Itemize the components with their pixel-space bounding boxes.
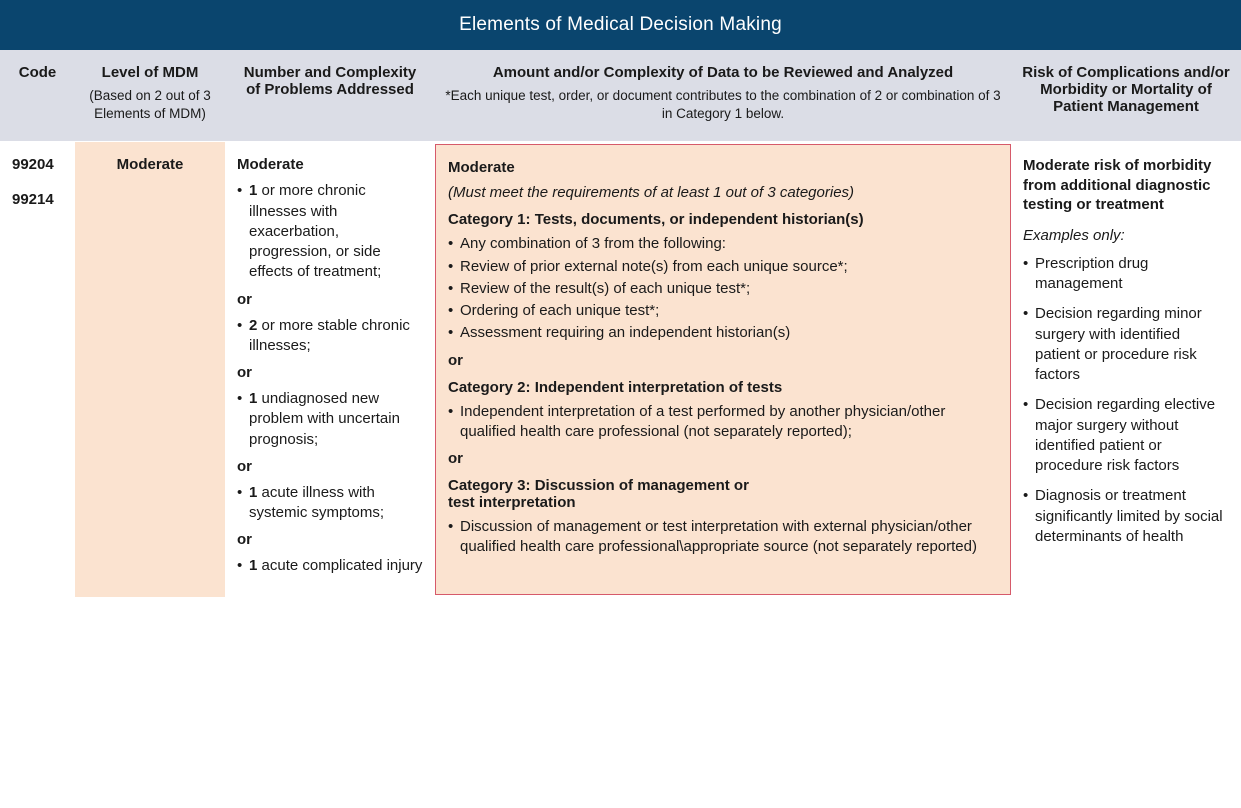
code-value: 99204 bbox=[12, 156, 63, 173]
problem-item: 1 acute illness with systemic symptoms; bbox=[237, 483, 423, 524]
risk-item: Prescription drug management bbox=[1023, 254, 1229, 295]
level-value: Moderate bbox=[87, 156, 213, 173]
risk-item: Decision regarding minor surgery with id… bbox=[1023, 304, 1229, 385]
data-cat1-item: Ordering of each unique test*; bbox=[448, 301, 998, 321]
problems-or: or bbox=[237, 364, 423, 381]
data-cat2-item: Independent interpretation of a test per… bbox=[448, 402, 998, 443]
problem-item: 1 undiagnosed new problem with uncertain… bbox=[237, 389, 423, 450]
cell-level: Moderate bbox=[75, 142, 225, 596]
problems-lead: Moderate bbox=[237, 156, 423, 173]
header-level-sub: (Based on 2 out of 3 Elements of MDM) bbox=[85, 87, 215, 123]
data-cat1-item: Any combination of 3 from the following: bbox=[448, 234, 998, 254]
cell-codes: 99204 99214 bbox=[0, 142, 75, 596]
risk-examples-label: Examples only: bbox=[1023, 227, 1229, 244]
header-data-text: Amount and/or Complexity of Data to be R… bbox=[493, 64, 953, 81]
data-or: or bbox=[448, 450, 998, 467]
data-cat2-title: Category 2: Independent interpretation o… bbox=[448, 379, 998, 396]
header-data-sub: *Each unique test, order, or document co… bbox=[445, 87, 1001, 123]
problem-item: 1 acute complicated injury bbox=[237, 556, 423, 576]
cell-data: Moderate (Must meet the requirements of … bbox=[435, 144, 1011, 594]
data-cat1-item: Review of prior external note(s) from ea… bbox=[448, 257, 998, 277]
problem-item: 2 or more stable chronic illnesses; bbox=[237, 316, 423, 357]
data-cat1-item: Assessment requiring an independent hist… bbox=[448, 323, 998, 343]
risk-lead: Moderate risk of morbidity from addition… bbox=[1023, 156, 1229, 215]
data-cat3-title: Category 3: Discussion of management or … bbox=[448, 477, 998, 511]
data-cat1-title: Category 1: Tests, documents, or indepen… bbox=[448, 211, 998, 228]
table-title: Elements of Medical Decision Making bbox=[0, 0, 1241, 50]
problems-or: or bbox=[237, 458, 423, 475]
header-risk: Risk of Complications and/or Morbidity o… bbox=[1011, 50, 1241, 141]
data-must: (Must meet the requirements of at least … bbox=[448, 184, 998, 201]
table-row: 99204 99214 Moderate Moderate 1 or more … bbox=[0, 142, 1241, 596]
problems-or: or bbox=[237, 531, 423, 548]
header-level: Level of MDM (Based on 2 out of 3 Elemen… bbox=[75, 50, 225, 141]
cell-risk: Moderate risk of morbidity from addition… bbox=[1011, 142, 1241, 596]
risk-item: Diagnosis or treatment significantly lim… bbox=[1023, 486, 1229, 547]
header-code: Code bbox=[0, 50, 75, 141]
header-problems: Number and Complexity of Problems Addres… bbox=[225, 50, 435, 141]
header-level-text: Level of MDM bbox=[102, 64, 199, 81]
data-or: or bbox=[448, 352, 998, 369]
column-headers: Code Level of MDM (Based on 2 out of 3 E… bbox=[0, 50, 1241, 142]
problem-item: 1 or more chronic illnesses with exacerb… bbox=[237, 181, 423, 282]
data-lead: Moderate bbox=[448, 159, 998, 176]
data-cat1-item: Review of the result(s) of each unique t… bbox=[448, 279, 998, 299]
header-data: Amount and/or Complexity of Data to be R… bbox=[435, 50, 1011, 141]
problems-or: or bbox=[237, 291, 423, 308]
risk-item: Decision regarding elective major surger… bbox=[1023, 395, 1229, 476]
code-value: 99214 bbox=[12, 191, 63, 208]
data-cat3-item: Discussion of management or test interpr… bbox=[448, 517, 998, 558]
cell-problems: Moderate 1 or more chronic illnesses wit… bbox=[225, 142, 435, 596]
